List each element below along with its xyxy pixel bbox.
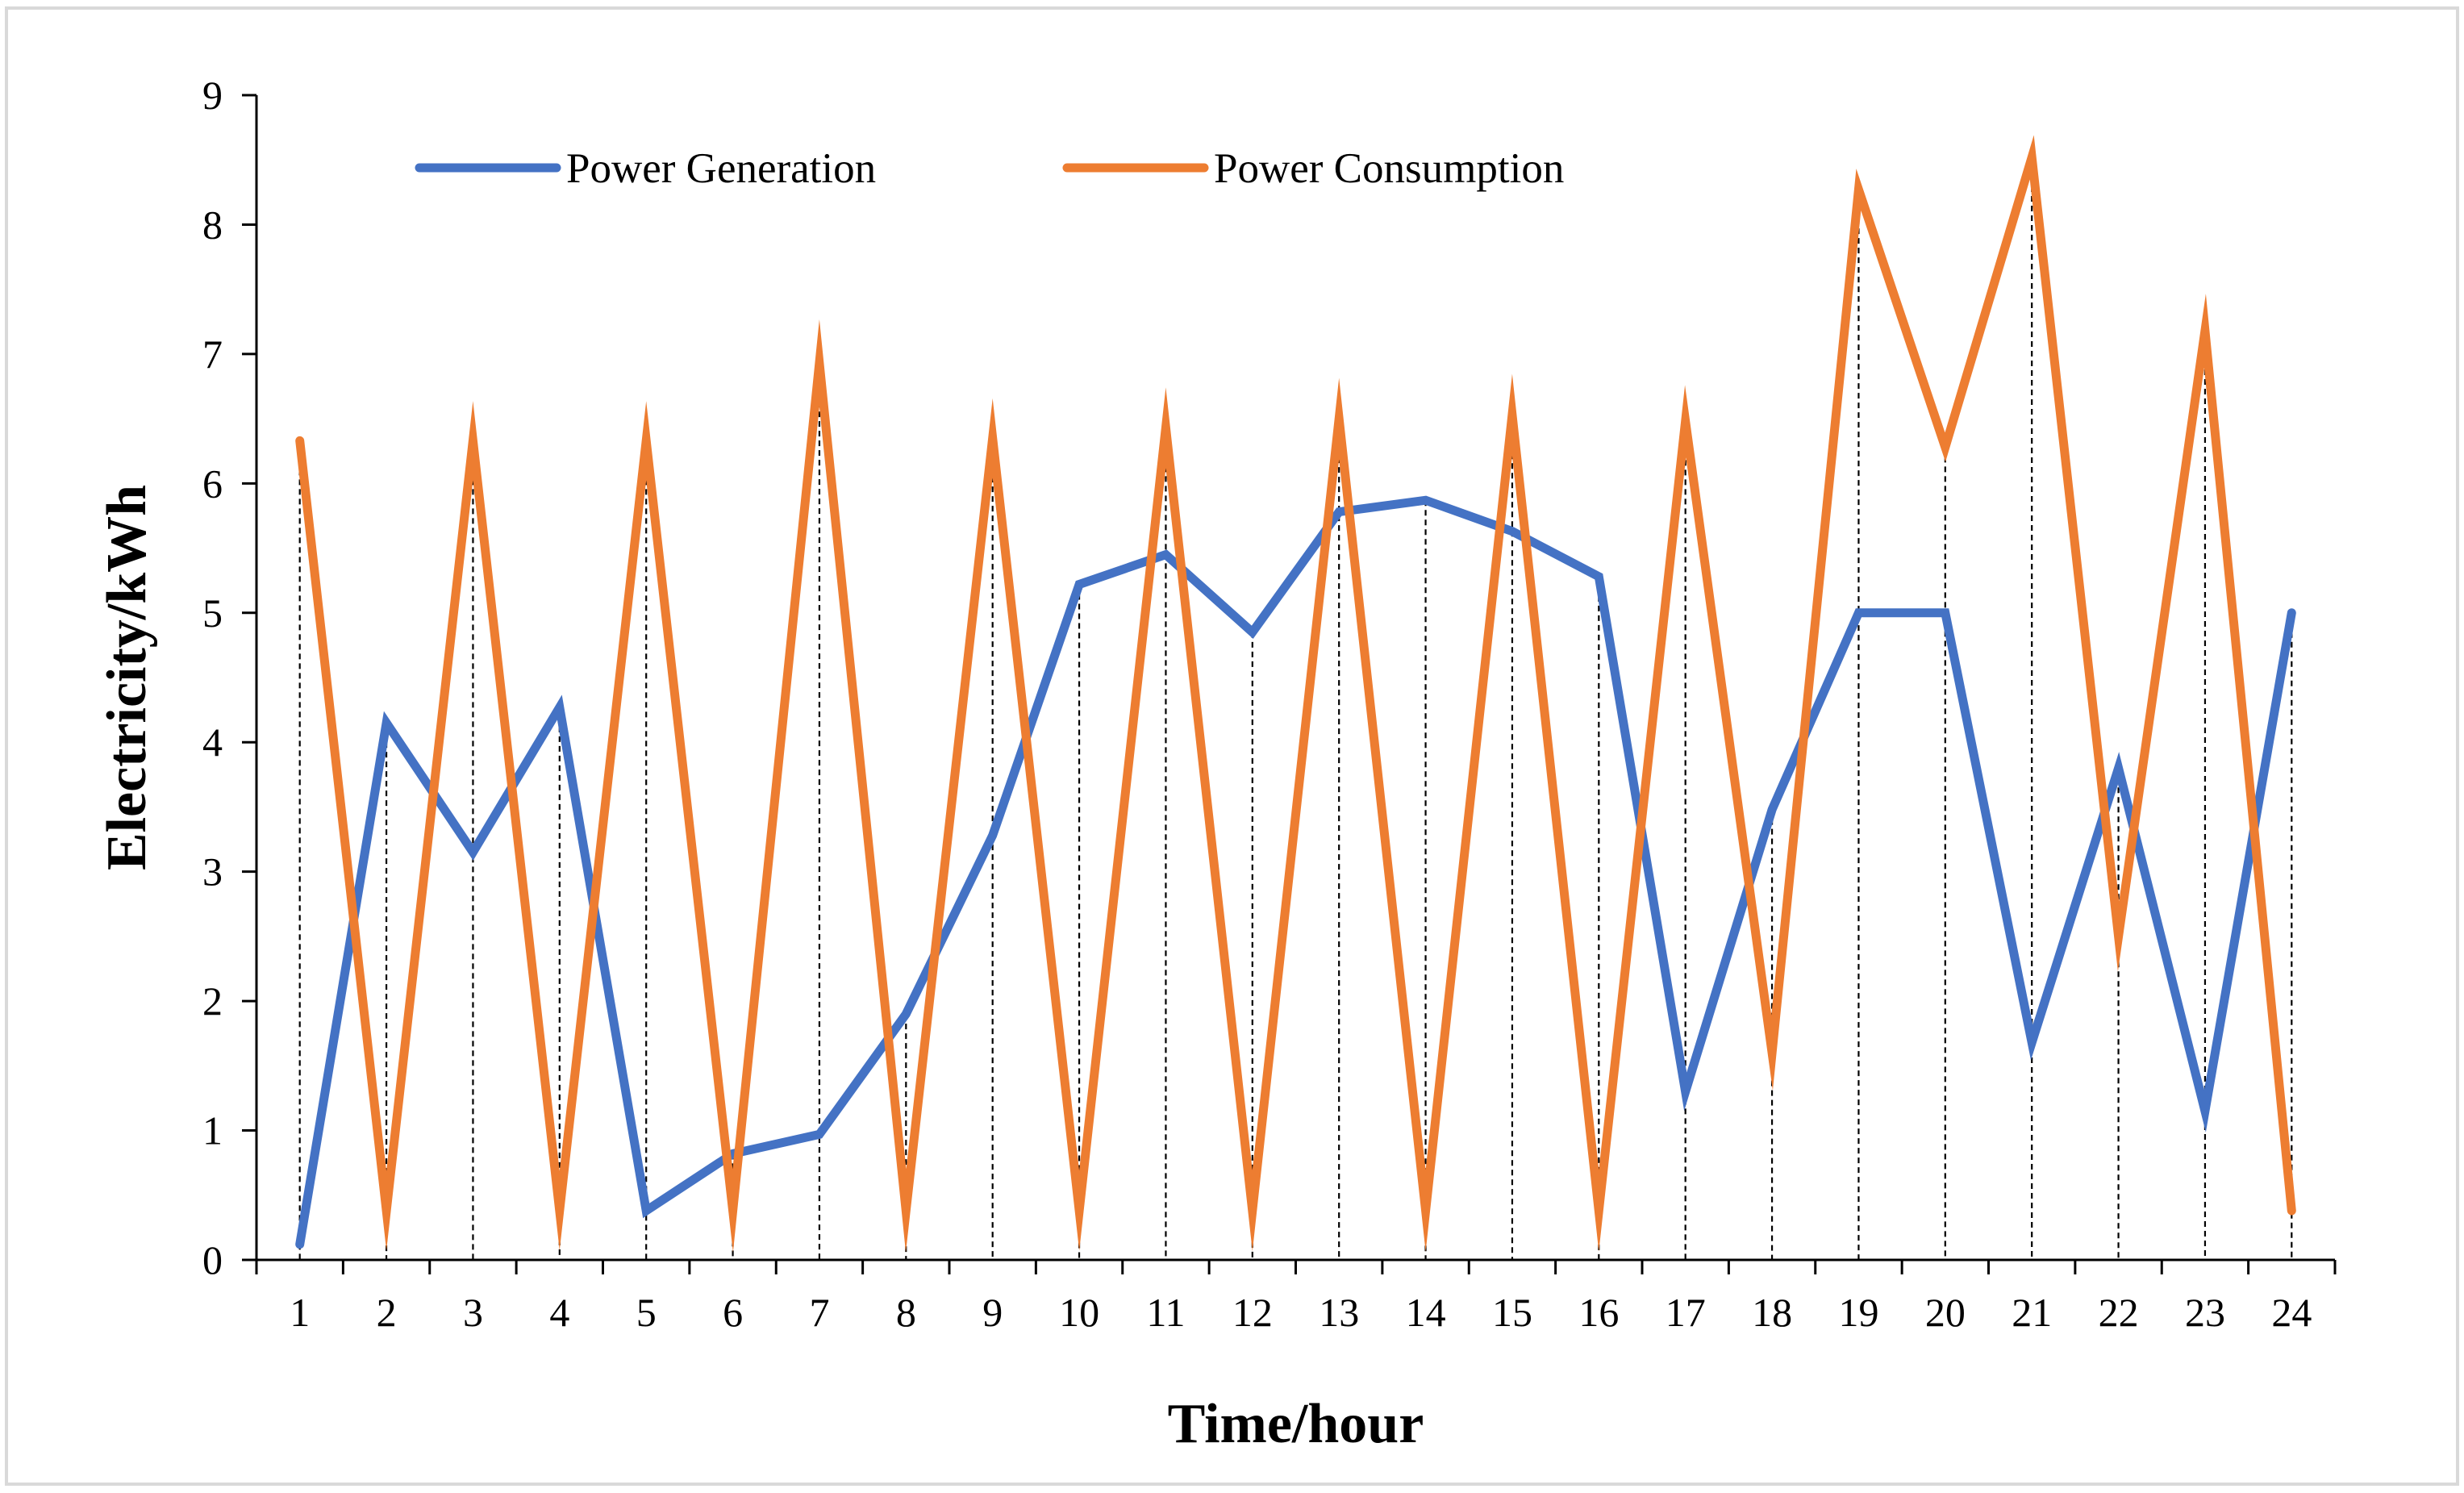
x-tick-label: 19	[1838, 1290, 1878, 1335]
x-tick-label: 14	[1406, 1290, 1446, 1335]
x-tick-label: 7	[809, 1290, 829, 1335]
y-tick-label: 4	[202, 719, 223, 765]
y-tick-label: 1	[202, 1108, 223, 1153]
y-axis-ticks: 0 1 2 3 4 5 6 7 8 9	[202, 73, 256, 1282]
y-axis-title: Electricity/kWh	[96, 485, 158, 870]
y-tick-label: 7	[202, 332, 223, 377]
legend-label: Power Consumption	[1214, 145, 1564, 192]
legend: Power Generation Power Consumption	[415, 145, 1564, 192]
series-line-power-generation	[295, 495, 2296, 1249]
y-tick-label: 2	[202, 978, 223, 1024]
x-tick-label: 15	[1492, 1290, 1532, 1335]
x-tick-label: 12	[1232, 1290, 1273, 1335]
x-tick-label: 3	[463, 1290, 483, 1335]
series-lines	[295, 135, 2296, 1253]
x-tick-label: 1	[290, 1290, 310, 1335]
legend-label: Power Generation	[566, 145, 876, 192]
y-tick-label: 9	[202, 73, 223, 118]
x-tick-label: 24	[2271, 1290, 2312, 1335]
x-tick-label: 23	[2185, 1290, 2225, 1335]
y-tick-label: 5	[202, 590, 223, 636]
y-tick-label: 3	[202, 849, 223, 895]
x-tick-label: 6	[723, 1290, 743, 1335]
x-tick-label: 21	[2012, 1290, 2052, 1335]
x-tick-label: 4	[549, 1290, 569, 1335]
y-tick-label: 8	[202, 202, 223, 247]
x-tick-label: 17	[1666, 1290, 1706, 1335]
x-tick-label: 2	[377, 1290, 397, 1335]
x-tick-label: 5	[636, 1290, 657, 1335]
x-axis-title: Time/hour	[1168, 1393, 1424, 1455]
x-tick-label: 13	[1319, 1290, 1359, 1335]
x-tick-label: 10	[1059, 1290, 1099, 1335]
x-tick-label: 9	[982, 1290, 1003, 1335]
x-tick-label: 8	[896, 1290, 916, 1335]
x-tick-label: 11	[1146, 1290, 1185, 1335]
x-axis-ticks: 1 2 3 4 5 6 7 8 9 10 11 12 13 14 15 16 17 18 19 20 21 22 23 24	[255, 1260, 2337, 1335]
y-tick-label: 6	[202, 461, 223, 506]
x-tick-label: 16	[1578, 1290, 1619, 1335]
x-tick-label: 20	[1925, 1290, 1966, 1335]
x-tick-label: 22	[2099, 1290, 2139, 1335]
x-tick-label: 18	[1752, 1290, 1792, 1335]
chart-border	[5, 6, 2459, 1486]
series-line-power-consumption	[295, 135, 2296, 1253]
y-tick-label: 0	[202, 1237, 223, 1282]
